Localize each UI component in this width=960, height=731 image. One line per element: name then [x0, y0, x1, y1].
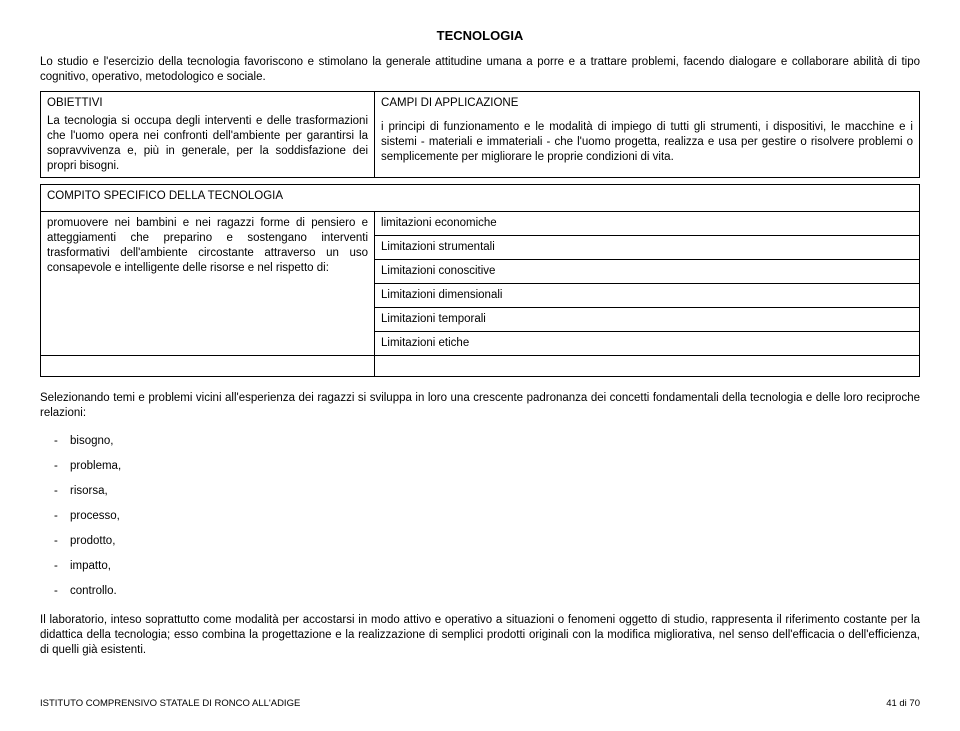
table-compito: COMPITO SPECIFICO DELLA TECNOLOGIA promu… [40, 184, 920, 377]
intro-paragraph: Lo studio e l'esercizio della tecnologia… [40, 55, 920, 85]
list-item: risorsa, [40, 479, 920, 504]
limitazione-row: Limitazioni temporali [375, 308, 920, 332]
limitazione-row: Limitazioni strumentali [375, 236, 920, 260]
compito-heading-cell: COMPITO SPECIFICO DELLA TECNOLOGIA [41, 185, 920, 212]
concepts-list: bisogno, problema, risorsa, processo, pr… [40, 429, 920, 604]
page-title: TECNOLOGIA [40, 28, 920, 45]
cell-campi: CAMPI DI APPLICAZIONE i principi di funz… [375, 91, 920, 178]
empty-cell [41, 356, 375, 377]
table-obiettivi-campi: OBIETTIVI La tecnologia si occupa degli … [40, 91, 920, 179]
list-item: problema, [40, 454, 920, 479]
footer-page-number: 41 di 70 [886, 698, 920, 710]
campi-heading: CAMPI DI APPLICAZIONE [381, 96, 913, 111]
list-item: impatto, [40, 554, 920, 579]
cell-obiettivi: OBIETTIVI La tecnologia si occupa degli … [41, 91, 375, 178]
list-item: controllo. [40, 579, 920, 604]
obiettivi-body: La tecnologia si occupa degli interventi… [47, 114, 368, 174]
limitazione-row: Limitazioni dimensionali [375, 284, 920, 308]
footer-institution: ISTITUTO COMPRENSIVO STATALE DI RONCO AL… [40, 698, 300, 710]
limitazione-row: Limitazioni conoscitive [375, 260, 920, 284]
limitazione-row: Limitazioni etiche [375, 332, 920, 356]
laboratorio-paragraph: Il laboratorio, inteso soprattutto come … [40, 613, 920, 658]
page-footer: ISTITUTO COMPRENSIVO STATALE DI RONCO AL… [40, 698, 920, 710]
selection-paragraph: Selezionando temi e problemi vicini all'… [40, 391, 920, 421]
list-item: prodotto, [40, 529, 920, 554]
limitazione-row: limitazioni economiche [375, 212, 920, 236]
compito-heading: COMPITO SPECIFICO DELLA TECNOLOGIA [47, 189, 913, 204]
list-item: processo, [40, 504, 920, 529]
empty-cell [375, 356, 920, 377]
obiettivi-heading: OBIETTIVI [47, 96, 368, 111]
compito-left-body: promuovere nei bambini e nei ragazzi for… [41, 212, 375, 356]
campi-body: i principi di funzionamento e le modalit… [381, 120, 913, 165]
list-item: bisogno, [40, 429, 920, 454]
